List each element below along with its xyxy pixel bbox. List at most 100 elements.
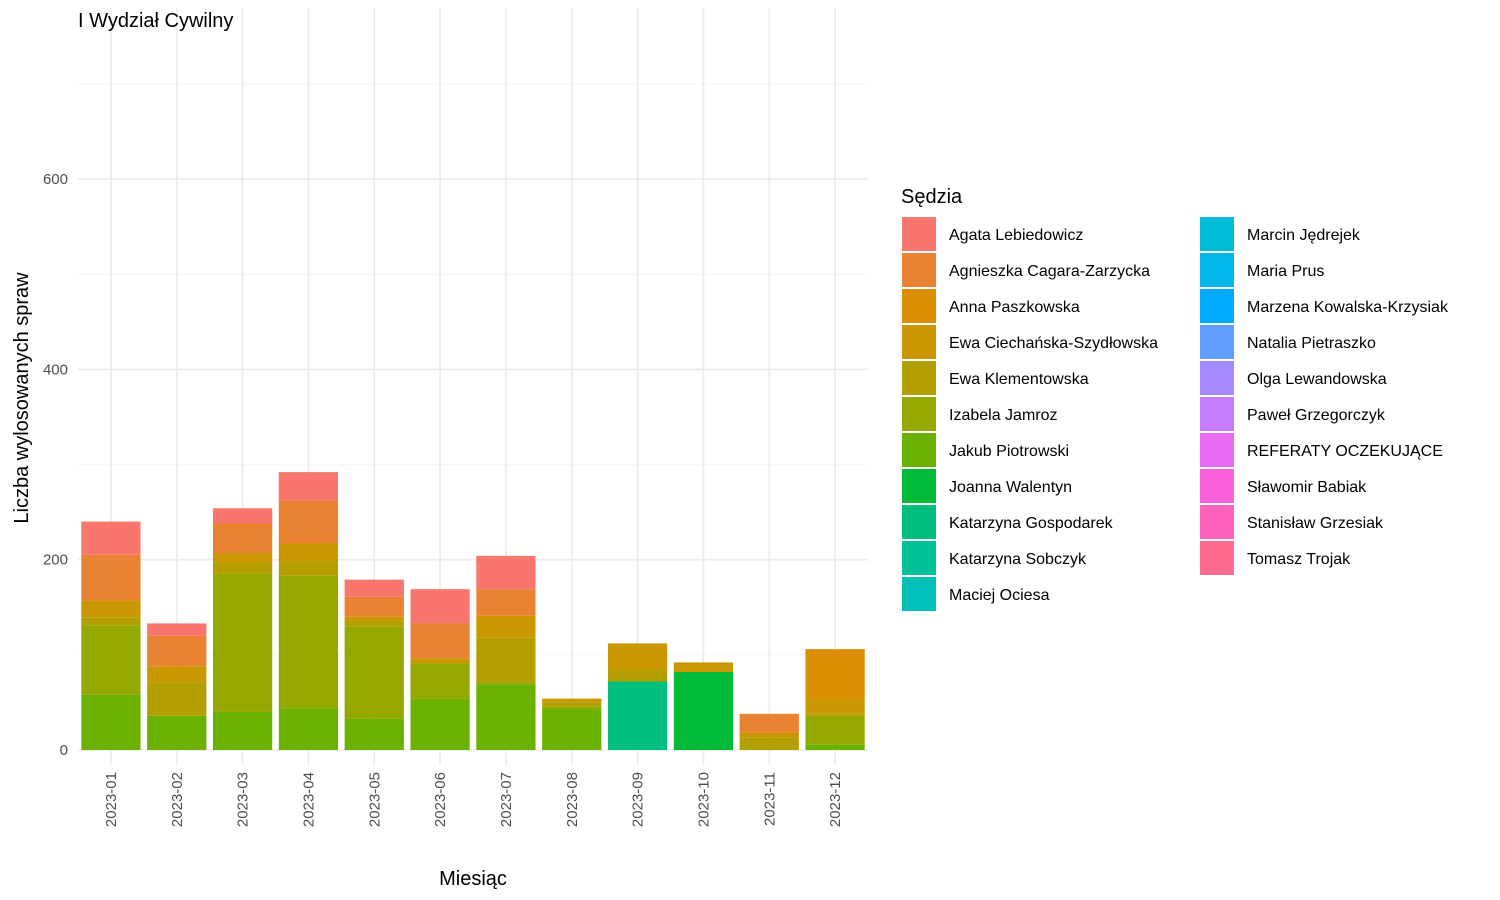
- bar-segment-jakub-piotrowski: [212, 711, 273, 750]
- legend-key-anna-paszkowska: [902, 289, 936, 323]
- bar-segment-izabela-jamroz: [476, 682, 536, 685]
- bar-segment-agnieszka-cagara-zarzycka: [344, 596, 404, 617]
- bar-segment-agnieszka-cagara-zarzycka: [147, 635, 207, 667]
- bar-segment-ewa-ciechanska-szydlowska: [805, 699, 865, 714]
- bar-segment-jakub-piotrowski: [81, 694, 141, 750]
- bar-segment-agata-lebiedowicz: [212, 508, 273, 524]
- bar-segment-ewa-klementowska: [476, 637, 536, 683]
- bar-segment-ewa-klementowska: [147, 682, 207, 716]
- bar-segment-jakub-piotrowski: [344, 718, 404, 750]
- legend-key-natalia-pietraszko: [1200, 325, 1234, 359]
- legend-label: Joanna Walentyn: [949, 479, 1072, 496]
- legend-key-maciej-ociesa: [902, 577, 936, 611]
- bar-segment-ewa-ciechanska-szydlowska: [147, 666, 207, 683]
- bar-segment-agata-lebiedowicz: [410, 589, 470, 624]
- bar-segment-ewa-klementowska: [344, 621, 404, 627]
- y-tick-label: 400: [43, 361, 68, 378]
- legend-key-stanislaw-grzesiak: [1200, 505, 1234, 539]
- bar-segment-ewa-ciechanska-szydlowska: [673, 662, 734, 672]
- legend-key-pawel-grzegorczyk: [1200, 397, 1234, 431]
- bars: [81, 472, 865, 750]
- legend-key-agata-lebiedowicz: [902, 217, 936, 251]
- bar-segment-agnieszka-cagara-zarzycka: [410, 623, 470, 659]
- bar-segment-jakub-piotrowski: [476, 684, 536, 750]
- bar-segment-agnieszka-cagara-zarzycka: [212, 523, 273, 554]
- bar-segment-anna-paszkowska: [805, 649, 865, 700]
- legend-key-jakub-piotrowski: [902, 433, 936, 467]
- legend-key-katarzyna-sobczyk: [902, 541, 936, 575]
- bar-segment-izabela-jamroz: [410, 663, 470, 699]
- legend-label: REFERATY OCZEKUJĄCE: [1247, 443, 1443, 460]
- bar-segment-katarzyna-gospodarek: [607, 681, 668, 750]
- bar-segment-agnieszka-cagara-zarzycka: [81, 554, 141, 601]
- bar-segment-agata-lebiedowicz: [81, 521, 141, 555]
- y-axis-ticks: 0 200 400 600: [43, 171, 68, 759]
- x-tick-label: 2023-10: [695, 772, 712, 827]
- bar-segment-ewa-ciechanska-szydlowska: [607, 643, 668, 671]
- legend-label: Agnieszka Cagara-Zarzycka: [949, 263, 1150, 280]
- bar-segment-ewa-klementowska: [278, 561, 339, 576]
- legend-key-maria-prus: [1200, 253, 1234, 287]
- bar-segment-ewa-ciechanska-szydlowska: [81, 600, 141, 618]
- y-axis-title: Liczba wylosowanych spraw: [11, 272, 33, 524]
- legend-label: Stanisław Grzesiak: [1247, 515, 1384, 532]
- legend-key-izabela-jamroz: [902, 397, 936, 431]
- bar-segment-izabela-jamroz: [344, 626, 404, 719]
- bar-segment-ewa-klementowska: [805, 713, 865, 716]
- legend-label: Ewa Ciechańska-Szydłowska: [949, 335, 1158, 352]
- bar-segment-ewa-klementowska: [607, 670, 668, 682]
- bar-segment-ewa-ciechanska-szydlowska: [476, 615, 536, 638]
- legend-label: Agata Lebiedowicz: [949, 227, 1083, 244]
- legend-label: Katarzyna Sobczyk: [949, 551, 1087, 568]
- legend-key-olga-lewandowska: [1200, 361, 1234, 395]
- legend-title: Sędzia: [901, 186, 963, 208]
- bar-segment-joanna-walentyn: [673, 671, 734, 750]
- legend-label: Paweł Grzegorczyk: [1247, 407, 1386, 424]
- legend-label: Maria Prus: [1247, 263, 1324, 280]
- bar-segment-izabela-jamroz: [212, 573, 273, 712]
- x-tick-label: 2023-12: [827, 772, 844, 827]
- bar-segment-jakub-piotrowski: [410, 698, 470, 750]
- legend-key-ewa-klementowska: [902, 361, 936, 395]
- x-tick-label: 2023-05: [366, 772, 383, 827]
- legend-label: Anna Paszkowska: [949, 299, 1080, 316]
- bar-segment-izabela-jamroz: [81, 625, 141, 695]
- bar-segment-ewa-ciechanska-szydlowska: [542, 698, 602, 703]
- bar-segment-ewa-klementowska: [212, 562, 273, 574]
- bar-segment-agata-lebiedowicz: [344, 579, 404, 597]
- y-tick-label: 200: [43, 552, 68, 569]
- legend-label: Sławomir Babiak: [1247, 479, 1367, 496]
- bar-segment-ewa-klementowska: [542, 702, 602, 707]
- x-tick-label: 2023-08: [564, 772, 581, 827]
- bar-segment-agnieszka-cagara-zarzycka: [476, 589, 536, 616]
- legend-label: Marcin Jędrejek: [1247, 227, 1361, 244]
- legend-label: Maciej Ociesa: [949, 587, 1050, 604]
- bar-segment-agata-lebiedowicz: [476, 555, 536, 590]
- x-tick-label: 2023-04: [300, 772, 317, 827]
- bar-segment-agnieszka-cagara-zarzycka: [739, 713, 799, 733]
- legend-label: Marzena Kowalska-Krzysiak: [1247, 299, 1449, 316]
- bar-segment-ewa-klementowska: [739, 737, 799, 750]
- legend-key-ewa-ciechanska-szydlowska: [902, 325, 936, 359]
- bar-segment-jakub-piotrowski: [147, 715, 207, 750]
- bar-segment-izabela-jamroz: [542, 706, 602, 710]
- x-tick-label: 2023-03: [235, 772, 252, 827]
- x-tick-label: 2023-06: [432, 772, 449, 827]
- legend-label: Tomasz Trojak: [1247, 551, 1351, 568]
- bar-segment-agnieszka-cagara-zarzycka: [278, 500, 339, 544]
- legend-key-agnieszka-cagara-zarzycka: [902, 253, 936, 287]
- legend-key-marzena-kowalska-krzysiak: [1200, 289, 1234, 323]
- legend-key-slawomir-babiak: [1200, 469, 1234, 503]
- legend-key-joanna-walentyn: [902, 469, 936, 503]
- bar-segment-ewa-ciechanska-szydlowska: [344, 616, 404, 622]
- legend-label: Ewa Klementowska: [949, 371, 1089, 388]
- x-axis-ticks: 2023-01 2023-02 2023-03 2023-04 2023-05 2023-…: [103, 772, 844, 827]
- bar-segment-ewa-klementowska: [81, 617, 141, 626]
- bar-segment-ewa-ciechanska-szydlowska: [212, 553, 273, 563]
- legend-label: Olga Lewandowska: [1247, 371, 1387, 388]
- legend-key-katarzyna-gospodarek: [902, 505, 936, 539]
- bar-segment-agata-lebiedowicz: [147, 623, 207, 636]
- x-tick-label: 2023-11: [761, 772, 778, 826]
- x-tick-label: 2023-02: [169, 772, 186, 827]
- x-tick-label: 2023-07: [498, 772, 515, 827]
